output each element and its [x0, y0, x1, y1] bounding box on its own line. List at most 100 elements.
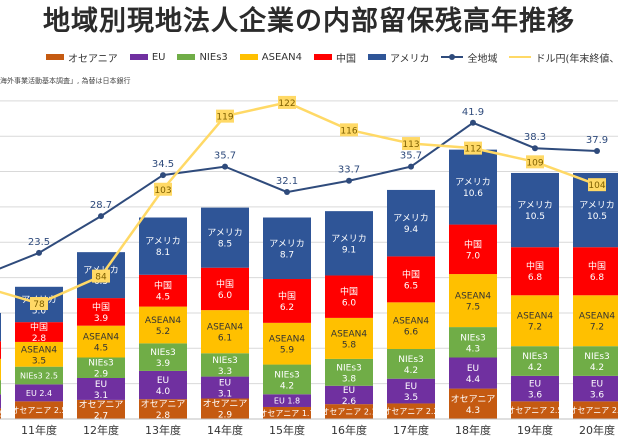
total-label: 28.7: [90, 200, 112, 211]
bar-segment: [387, 302, 435, 350]
data-label: オセアニア 1.7: [259, 409, 314, 418]
total-label: 41.9: [462, 107, 484, 118]
data-label: オセアニア 2.1: [321, 408, 376, 417]
total-point: [98, 213, 104, 220]
bar-segment: [0, 358, 1, 381]
segment-label: アメリカ: [517, 200, 553, 211]
fx-label: 119: [216, 113, 233, 123]
bar-segment: [387, 189, 435, 257]
segment-label: NIEs3: [398, 355, 424, 365]
x-tick-label: 15年度: [269, 423, 305, 437]
bar-segment: [263, 406, 311, 419]
fx-label-box: [30, 297, 48, 310]
data-label: 7.0: [466, 251, 481, 261]
data-label: EU 2.4: [26, 389, 52, 398]
data-label: 4.4: [466, 375, 481, 385]
bar-segment: [325, 275, 373, 318]
segment-label: 中国: [278, 290, 296, 302]
data-label: 2.9: [94, 370, 109, 380]
bar-segment: [139, 217, 187, 275]
bar-segment: [511, 247, 559, 296]
total-point: [532, 145, 538, 152]
legend-swatch: [313, 54, 332, 60]
segment-label: NIEs3: [336, 363, 362, 373]
x-tick-label: 14年度: [207, 423, 243, 437]
bar-segment: [387, 403, 435, 419]
x-tick-label: 19年度: [517, 423, 553, 437]
total-label: 37.9: [586, 135, 608, 146]
fx-label: 104: [588, 181, 605, 191]
data-label: 4.2: [590, 363, 604, 373]
data-label: 4.5: [94, 344, 108, 354]
segment-label: 中国: [216, 278, 234, 290]
segment-label: EU: [529, 380, 541, 390]
bar-segment: [263, 322, 311, 365]
data-label: 9.4: [404, 225, 419, 235]
data-label: 7.2: [528, 323, 542, 333]
data-label: 3.5: [32, 356, 46, 366]
total-label: 35.7: [214, 151, 236, 162]
segment-label: オセアニア: [79, 399, 124, 410]
bar-segment: [511, 346, 559, 376]
data-label: 3.6: [528, 391, 543, 401]
bar-segment: [15, 341, 63, 367]
bar-segment: [139, 399, 187, 419]
data-label: 6.5: [404, 281, 418, 291]
bar-segment: [573, 401, 618, 419]
data-label: オセアニア 2.2: [383, 407, 438, 416]
fx-label-box: [464, 141, 482, 155]
data-label: 6.0: [218, 291, 233, 301]
total-label: 23.5: [28, 237, 50, 248]
bar-segment: [263, 364, 311, 395]
data-label: 3.1: [94, 391, 108, 401]
total-point: [160, 172, 166, 179]
legend-swatch: [129, 54, 148, 60]
bar-segment: [77, 325, 125, 358]
data-label: オセアニア 2.5: [11, 406, 66, 415]
fx-label: 103: [154, 186, 171, 196]
data-label: EU 1.8: [274, 397, 300, 406]
bar-segment: [325, 385, 373, 405]
data-label: 3.9: [156, 359, 171, 369]
bar-segment: [15, 384, 63, 402]
legend-item-china: 中国: [313, 50, 356, 65]
bar-segment: [387, 378, 435, 404]
x-tick-label: 13年度: [145, 423, 181, 437]
total-point: [470, 119, 476, 126]
bar-segment: [0, 394, 1, 409]
bar-segment: [263, 279, 311, 323]
segment-label: ASEAN4: [83, 333, 119, 343]
data-label: 4.0: [156, 387, 171, 397]
data-label: オセアニア 1.5: [0, 410, 5, 419]
bar-segment: [573, 375, 618, 402]
fx-label-box: [154, 182, 172, 196]
bar-segment: [511, 172, 559, 248]
bar-segment: [0, 312, 1, 342]
bar-segment: [201, 310, 249, 354]
bar-segment: [387, 349, 435, 379]
fx-label: 116: [340, 126, 357, 136]
data-label: 10.6: [463, 189, 483, 199]
segment-label: NIEs3: [150, 348, 176, 358]
bar-segment: [77, 298, 125, 326]
fx-label: 109: [526, 158, 543, 168]
bar-segment: [573, 247, 618, 296]
chart-legend: オセアニア EU NIEs3 ASEAN4 中国 アメリカ 全地域 ドル円(年末…: [46, 50, 618, 65]
segment-label: NIEs3: [274, 370, 300, 380]
data-label: 4.3: [466, 406, 480, 416]
bar-segment: [0, 380, 1, 395]
segment-label: オセアニア: [203, 399, 248, 410]
legend-item-asean4: ASEAN4: [239, 52, 302, 63]
bar-segment: [511, 401, 559, 419]
bar-segment: [511, 295, 559, 347]
legend-item-eu: EU: [129, 52, 165, 63]
segment-label: ASEAN4: [455, 292, 491, 302]
segment-label: NIEs3: [584, 352, 610, 362]
data-label: 3.9: [94, 314, 109, 324]
x-tick-label: 11年度: [21, 423, 57, 437]
data-label: 9.1: [342, 245, 356, 255]
legend-item-usa: アメリカ: [367, 50, 429, 65]
segment-label: EU: [95, 380, 107, 390]
data-label: 10.5: [587, 212, 607, 222]
